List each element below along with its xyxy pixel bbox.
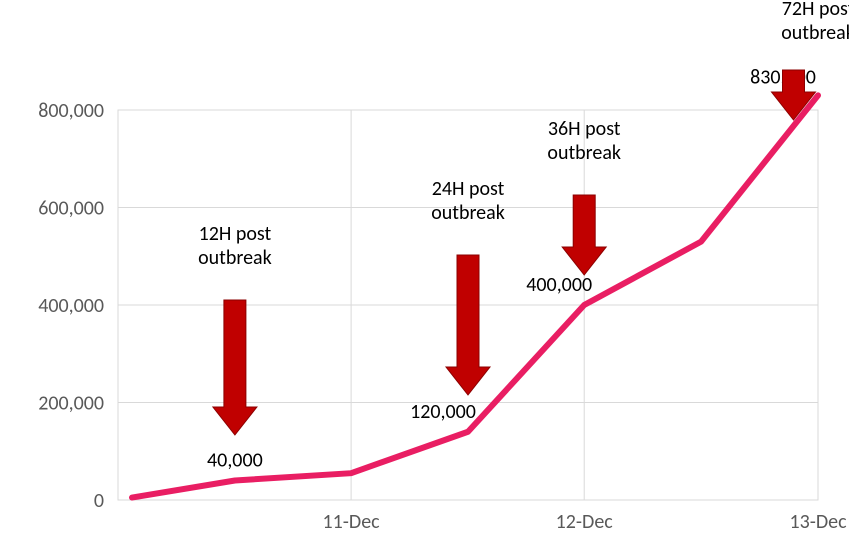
y-tick-label: 0 xyxy=(94,489,104,513)
value-label: 120,000 xyxy=(410,400,476,424)
x-tick-label: 11-Dec xyxy=(323,510,381,534)
annotation-label: 12H post xyxy=(199,222,272,246)
annotation-label: 72H post xyxy=(782,0,849,21)
y-tick-label: 600,000 xyxy=(38,197,104,221)
x-tick-label: 12-Dec xyxy=(556,510,614,534)
value-label: 400,000 xyxy=(526,273,592,297)
y-tick-label: 800,000 xyxy=(38,99,104,123)
outbreak-line-chart: 0 200,000 400,000 600,000 800,000 11-Dec 12-De… xyxy=(0,0,849,549)
x-tick-label: 13-Dec xyxy=(789,510,847,534)
annotation-label: 24H post xyxy=(432,177,505,201)
y-tick-label: 200,000 xyxy=(38,392,104,416)
annotation-label: outbreak xyxy=(781,21,849,45)
annotation-label: 36H post xyxy=(548,117,621,141)
annotation-label: outbreak xyxy=(547,141,621,165)
value-label: 40,000 xyxy=(207,449,263,473)
y-tick-label: 400,000 xyxy=(38,294,104,318)
annotation-label: outbreak xyxy=(431,201,505,225)
annotation-label: outbreak xyxy=(198,246,272,270)
